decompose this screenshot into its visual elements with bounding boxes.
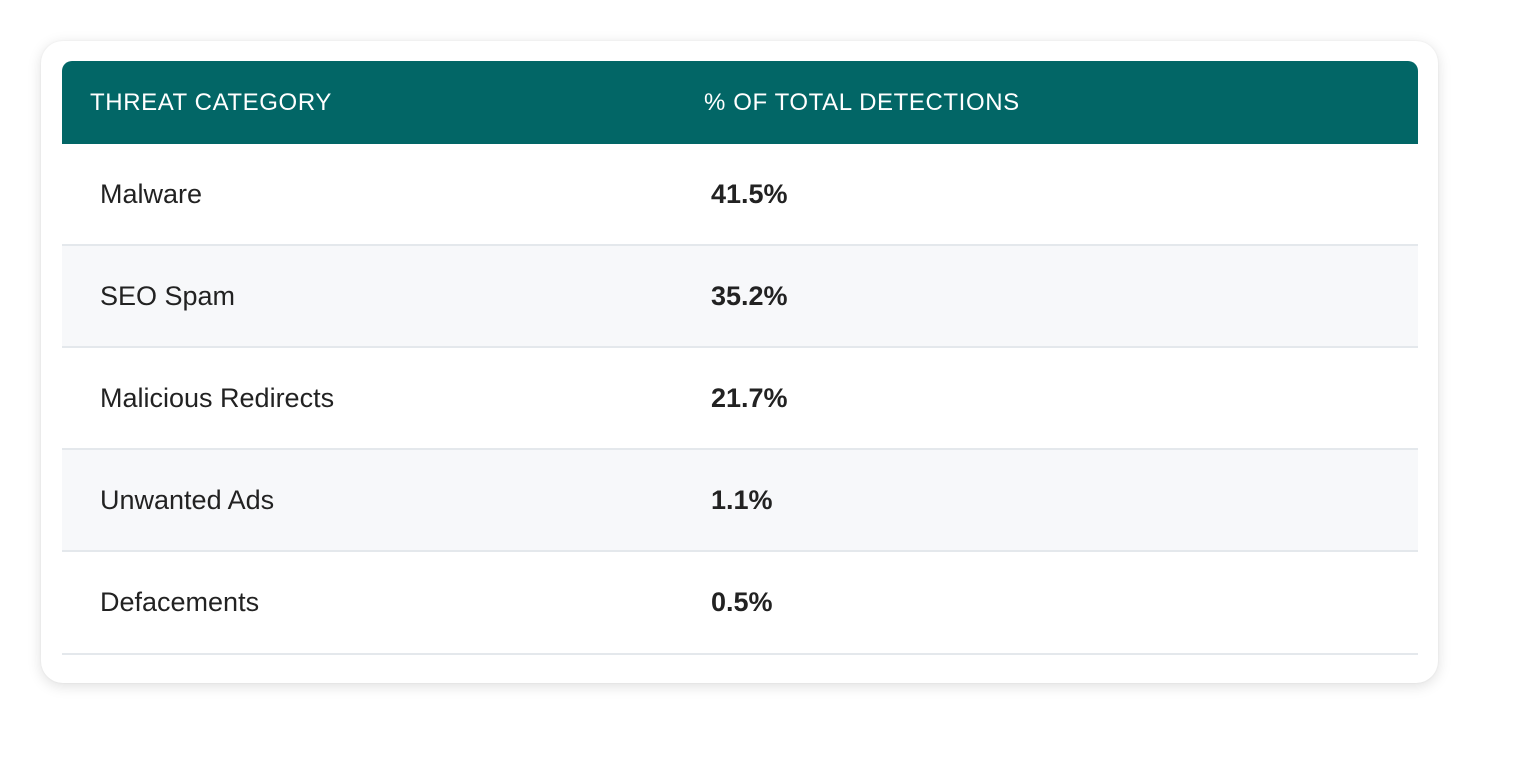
table-row: Malicious Redirects 21.7% bbox=[62, 348, 1418, 450]
table-row: Unwanted Ads 1.1% bbox=[62, 450, 1418, 552]
table-row: Defacements 0.5% bbox=[62, 552, 1418, 655]
percentage-cell: 21.7% bbox=[711, 382, 788, 413]
table-header: THREAT CATEGORY % OF TOTAL DETECTIONS bbox=[62, 61, 1418, 144]
percentage-cell: 41.5% bbox=[711, 178, 788, 209]
category-cell: Defacements bbox=[100, 587, 260, 617]
column-header-threat-category: THREAT CATEGORY bbox=[90, 88, 332, 116]
table-row: SEO Spam 35.2% bbox=[62, 246, 1418, 348]
threat-detections-table: THREAT CATEGORY % OF TOTAL DETECTIONS Ma… bbox=[62, 61, 1418, 655]
percentage-cell: 0.5% bbox=[711, 587, 773, 617]
column-header-percent-detections: % OF TOTAL DETECTIONS bbox=[704, 88, 1020, 116]
table-row: Malware 41.5% bbox=[62, 144, 1418, 246]
category-cell: Malware bbox=[100, 178, 203, 209]
percentage-cell: 1.1% bbox=[711, 484, 773, 515]
category-cell: Malicious Redirects bbox=[100, 382, 335, 413]
percentage-cell: 35.2% bbox=[711, 280, 788, 311]
table-body: Malware 41.5% SEO Spam 35.2% Malicious R… bbox=[62, 144, 1418, 655]
category-cell: SEO Spam bbox=[100, 280, 236, 311]
table-card: THREAT CATEGORY % OF TOTAL DETECTIONS Ma… bbox=[41, 41, 1438, 683]
category-cell: Unwanted Ads bbox=[100, 484, 275, 515]
